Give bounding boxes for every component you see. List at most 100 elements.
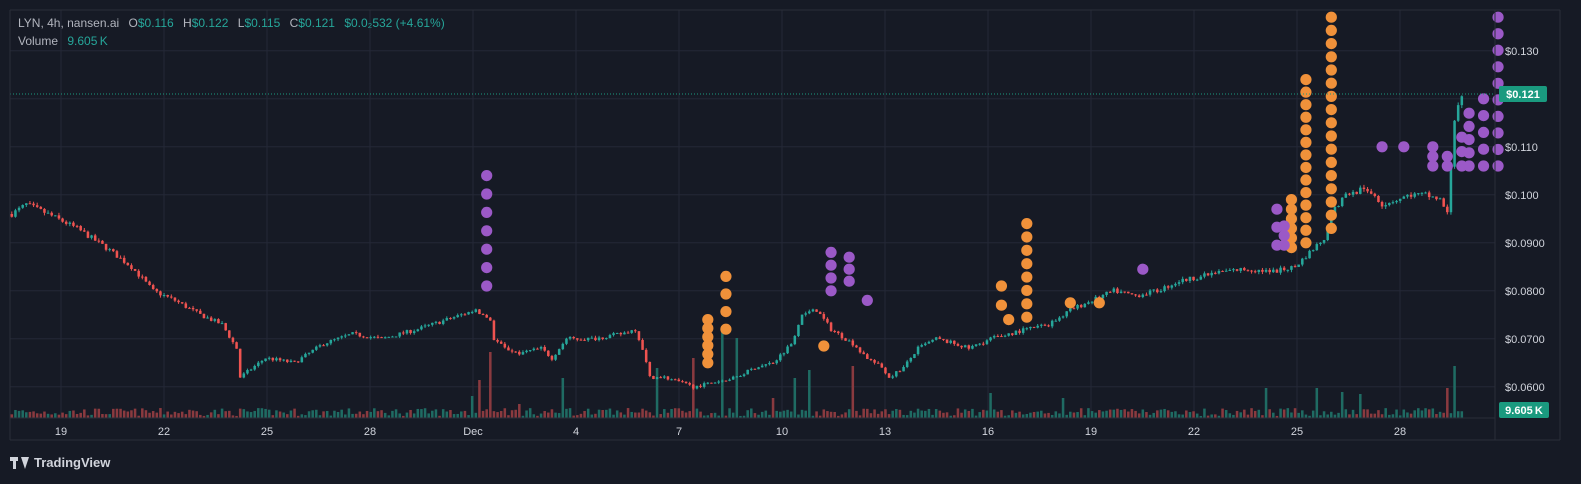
volume-bar [427, 413, 430, 418]
purple-signal-marker [1492, 110, 1504, 122]
volume-bar [1217, 415, 1221, 418]
volume-bar [1355, 414, 1358, 418]
orange-signal-marker [702, 339, 714, 352]
purple-signal-marker [825, 285, 837, 297]
candle-body [39, 206, 43, 209]
candle-body [1072, 308, 1076, 310]
candle-body [586, 337, 590, 341]
volume-bar [267, 409, 271, 418]
candle-body [311, 349, 314, 353]
volume-bar [354, 413, 358, 418]
volume-bar [1188, 412, 1192, 418]
candle-body [876, 362, 880, 364]
volume-bar [481, 410, 485, 418]
candle-body [757, 367, 760, 370]
candle-body [924, 343, 927, 346]
volume-bar [681, 410, 684, 418]
volume-bar [619, 412, 623, 418]
volume-bar [351, 413, 354, 418]
candle-body [1014, 330, 1018, 335]
candle-body [1206, 273, 1210, 276]
candle-body [1214, 272, 1217, 274]
orange-signal-marker [1325, 77, 1337, 89]
volume-bar [333, 410, 336, 418]
candle-body [880, 363, 884, 368]
volume-bar [880, 411, 884, 418]
volume-bar [344, 414, 347, 418]
volume-bar [358, 411, 362, 418]
candle-body [1362, 187, 1366, 190]
candle-body [195, 309, 198, 311]
candle-body [405, 330, 409, 334]
volume-bar [1036, 411, 1039, 418]
candle-body [35, 205, 39, 207]
candle-body [499, 341, 503, 344]
candle-body [681, 381, 684, 383]
volume-bar [1079, 408, 1083, 418]
volume-bar [1344, 409, 1348, 418]
candle-body [1351, 191, 1355, 195]
candle-body [1315, 244, 1319, 251]
low-label: L [237, 16, 245, 30]
candle-body [28, 203, 32, 205]
x-tick-label: 13 [879, 426, 891, 438]
candle-body [992, 336, 996, 338]
volume-bar [605, 409, 608, 418]
volume-bar [1134, 410, 1137, 418]
volume-bar [1174, 411, 1177, 418]
candle-body [1438, 198, 1442, 200]
volume-bar [115, 408, 119, 418]
candle-body [735, 376, 739, 378]
candle-body [1163, 286, 1166, 292]
candle-body [1130, 293, 1134, 295]
candle-body [1261, 269, 1264, 272]
purple-signal-marker [1492, 44, 1504, 56]
purple-signal-marker [1477, 143, 1490, 155]
candle-body [228, 330, 231, 338]
volume-bar [373, 408, 376, 418]
volume-bar [786, 409, 789, 418]
volume-bar [724, 415, 728, 418]
orange-signal-marker [1325, 104, 1337, 116]
candle-body [1427, 192, 1431, 198]
candle-body [1402, 196, 1406, 199]
x-tick-label: Dec [463, 426, 483, 438]
volume-bar [1380, 414, 1384, 418]
candle-body [1174, 283, 1177, 286]
candle-body [648, 361, 652, 376]
candle-body [1199, 276, 1203, 280]
volume-bar [387, 415, 391, 418]
orange-signal-marker [1325, 196, 1337, 208]
volume-bar [1333, 414, 1337, 418]
volume-bar [97, 408, 101, 418]
candle-body [463, 314, 467, 316]
candle-body [180, 302, 184, 304]
candle-body [1003, 335, 1007, 337]
candle-body [760, 365, 764, 368]
candle-body [826, 318, 829, 323]
volume-bar [1127, 411, 1130, 418]
y-tick-label: $0.0900 [1505, 238, 1545, 250]
volume-label[interactable]: Volume [18, 34, 59, 48]
volume-bar [133, 408, 137, 418]
volume-bar [586, 408, 590, 418]
volume-value: 9.605 K [67, 34, 108, 48]
x-tick-label: 22 [158, 426, 170, 438]
symbol-name[interactable]: LYN, 4h, nansen.ai [18, 16, 120, 30]
volume-bar [365, 410, 369, 418]
candle-body [1391, 202, 1395, 204]
candle-body [818, 311, 822, 315]
volume-bar [119, 408, 122, 418]
tradingview-logo[interactable]: TradingView [10, 455, 110, 470]
volume-bar [739, 415, 742, 418]
volume-bar [1402, 409, 1406, 418]
volume-bar [1319, 415, 1322, 418]
purple-signal-marker [481, 243, 493, 255]
volume-bar [83, 409, 86, 418]
volume-bar [851, 366, 855, 418]
volume-bar [1377, 410, 1380, 418]
purple-signal-marker [861, 294, 873, 306]
purple-signal-marker [481, 225, 493, 237]
volume-bar [391, 410, 394, 418]
